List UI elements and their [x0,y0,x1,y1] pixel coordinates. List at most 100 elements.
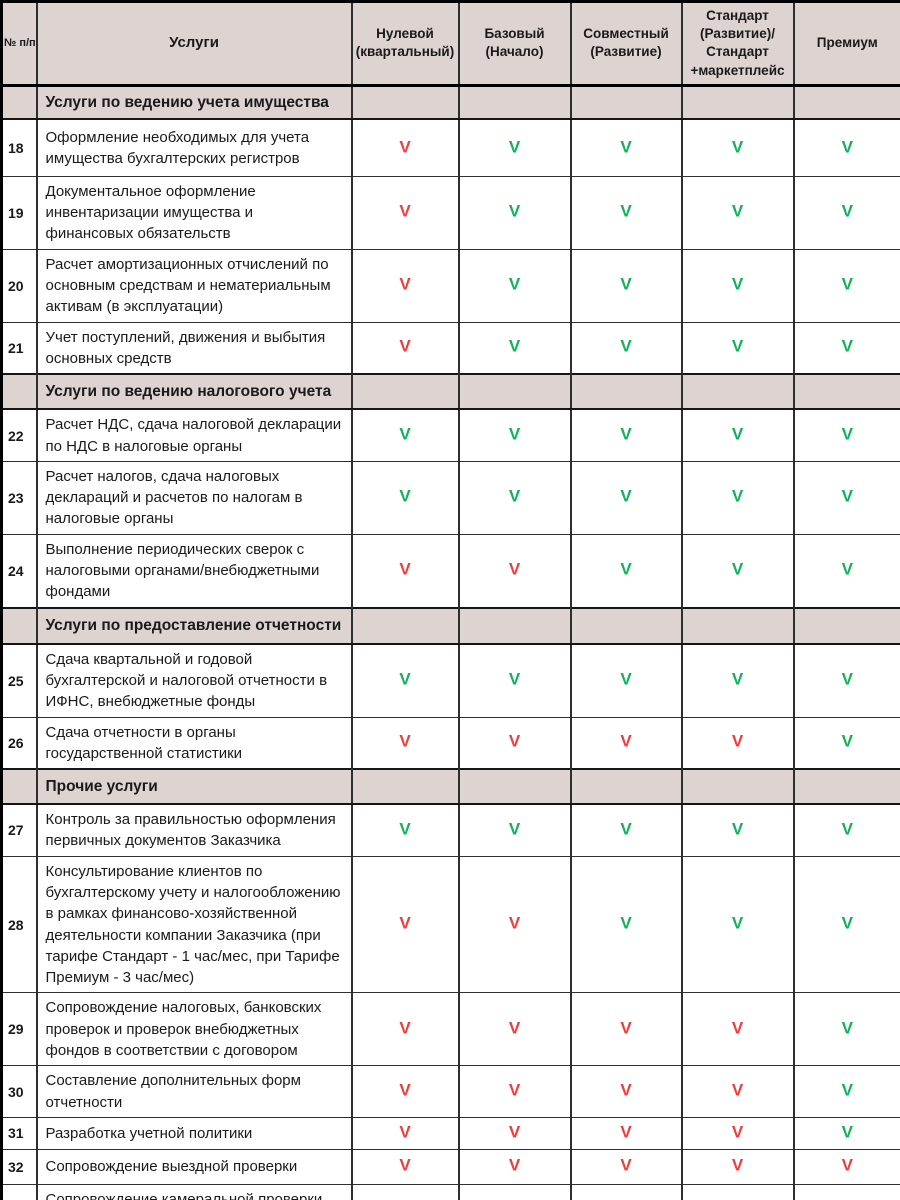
mark-cell-tariff-bazovy: V [457,1116,572,1150]
section-empty-cell [792,606,900,645]
section-empty-cell [457,768,572,806]
check-excluded-icon: V [731,1081,744,1100]
mark-cell-tariff-sovmestny: V [569,460,683,535]
section-empty-cell [792,84,900,121]
service-row: 33Сопровождение камеральной проверки (пр… [0,1183,900,1200]
mark-cell-tariff-premium: V [792,248,900,323]
check-excluded-icon: V [841,1156,853,1175]
service-description: Расчет НДС, сдача налоговой декларации п… [35,408,353,462]
mark-cell-tariff-sovmestny: V [569,992,683,1067]
mark-cell-tariff-sovmestny: V [569,248,683,323]
mark-cell-tariff-premium: V [792,716,900,770]
section-empty-cell [350,84,460,121]
mark-cell-tariff-premium: V [792,992,900,1067]
check-excluded-icon: V [508,1123,521,1142]
mark-cell-tariff-sovmestny: V [569,1065,683,1118]
check-included-icon: V [731,425,744,444]
check-included-icon: V [508,138,521,157]
mark-cell-tariff-standart: V [680,643,795,718]
check-excluded-icon: V [399,1081,411,1100]
section-empty-cell [569,373,683,411]
mark-cell-tariff-standart: V [680,248,795,323]
mark-cell-tariff-premium: V [792,1183,900,1200]
service-row: 32 Сопровождение выездной проверки V V V V V [0,1148,900,1185]
mark-cell-tariff-standart: V [680,1148,795,1185]
mark-cell-tariff-standart: V [680,992,795,1067]
mark-cell-tariff-sovmestny: V [569,1148,683,1185]
section-empty-cell [350,606,460,645]
mark-cell-tariff-nulevoy: V [350,460,460,535]
mark-cell-tariff-sovmestny: V [569,533,683,609]
check-included-icon: V [731,275,744,294]
service-number: 24 [0,533,38,609]
mark-cell-tariff-bazovy: V [457,248,572,323]
mark-cell-tariff-bazovy: V [457,408,572,462]
check-included-icon: V [841,914,853,933]
check-included-icon: V [508,670,521,689]
check-included-icon: V [841,560,853,579]
check-included-icon: V [841,732,853,751]
mark-cell-tariff-bazovy: V [457,992,572,1067]
mark-cell-tariff-premium: V [792,803,900,857]
mark-cell-tariff-nulevoy: V [350,118,460,177]
mark-cell-tariff-premium: V [792,855,900,994]
check-included-icon: V [841,1019,853,1038]
section-title: Услуги по ведению учета имущества [35,84,353,121]
mark-cell-tariff-sovmestny: V [569,1183,683,1200]
section-row: Прочие услуги [0,768,900,806]
check-excluded-icon: V [399,1123,411,1142]
mark-cell-tariff-bazovy: V [457,855,572,994]
mark-cell-tariff-sovmestny: V [569,803,683,857]
mark-cell-tariff-standart: V [680,855,795,994]
check-excluded-icon: V [399,1019,411,1038]
section-empty-cell [569,84,683,121]
mark-cell-tariff-sovmestny: V [569,643,683,718]
mark-cell-tariff-bazovy: V [457,533,572,609]
column-header-tariff-standart: Стандарт (Развитие)/ Стандарт +маркетпле… [680,1,795,87]
check-included-icon: V [620,914,632,933]
service-number: 29 [0,992,38,1067]
mark-cell-tariff-bazovy: V [457,716,572,770]
mark-cell-tariff-standart: V [680,118,795,177]
check-included-icon: V [508,425,521,444]
mark-cell-tariff-standart: V [680,803,795,857]
service-row: 18 Оформление необходимых для учета имуще… [0,118,900,177]
section-num-cell [0,768,38,806]
mark-cell-tariff-premium: V [792,118,900,177]
service-row: 24 Выполнение периодических сверок с нало… [0,533,900,609]
check-excluded-icon: V [731,1019,744,1038]
check-excluded-icon: V [731,1156,744,1175]
section-empty-cell [350,373,460,411]
section-title: Услуги по предоставление отчетности [35,606,353,645]
check-included-icon: V [731,670,744,689]
service-description: Сдача квартальной и годовой бухгалтерско… [35,643,353,718]
mark-cell-tariff-bazovy: V [457,1065,572,1118]
check-excluded-icon: V [399,732,411,751]
service-row: 21 Учет поступлений, движения и выбытия о… [0,321,900,375]
mark-cell-tariff-standart: V [680,1065,795,1118]
service-description: Расчет налогов, сдача налоговых декларац… [35,460,353,535]
check-excluded-icon: V [508,560,521,579]
check-excluded-icon: V [731,732,744,751]
check-included-icon: V [731,820,744,839]
check-excluded-icon: V [620,1123,632,1142]
check-included-icon: V [399,820,411,839]
mark-cell-tariff-bazovy: V [457,1148,572,1185]
service-row: 26 Сдача отчетности в органы государствен… [0,716,900,770]
mark-cell-tariff-premium: V [792,408,900,462]
section-empty-cell [680,606,795,645]
check-included-icon: V [399,425,411,444]
check-included-icon: V [731,202,744,221]
check-included-icon: V [841,425,853,444]
service-description: Контроль за правильностью оформления пер… [35,803,353,857]
mark-cell-tariff-standart: V [680,408,795,462]
section-empty-cell [680,84,795,121]
check-excluded-icon: V [399,560,411,579]
mark-cell-tariff-premium: V [792,533,900,609]
check-excluded-icon: V [508,914,521,933]
check-included-icon: V [508,820,521,839]
service-description: Учет поступлений, движения и выбытия осн… [35,321,353,375]
mark-cell-tariff-sovmestny: V [569,1116,683,1150]
check-excluded-icon: V [508,1081,521,1100]
